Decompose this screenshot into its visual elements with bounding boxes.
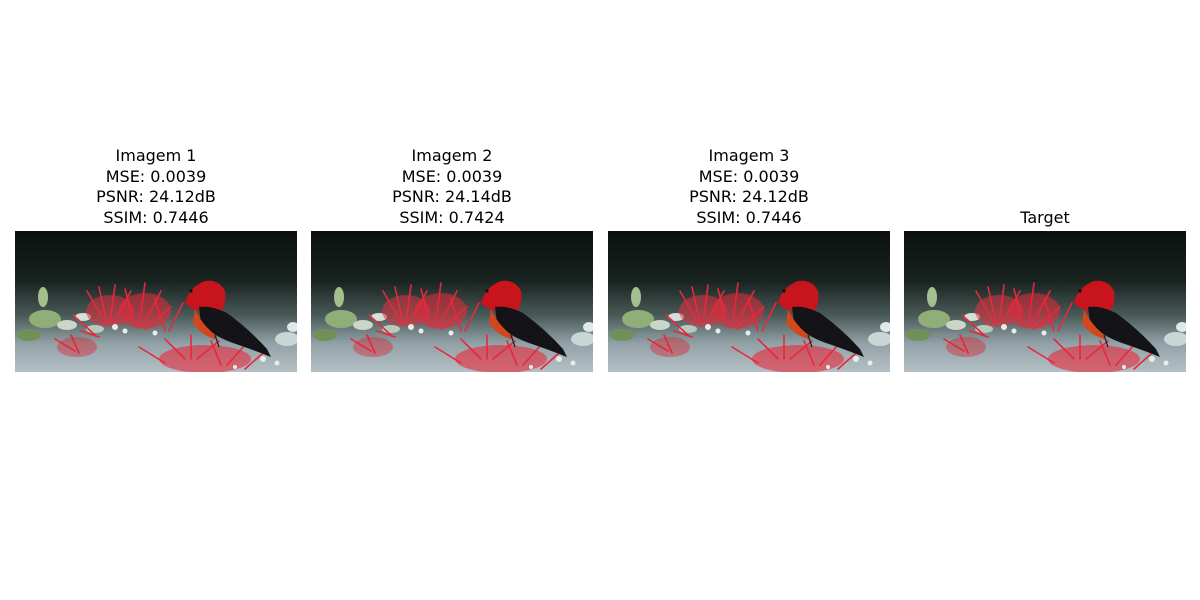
bird-image (15, 231, 297, 372)
panel-title: Imagem 2 (411, 146, 493, 165)
ssim-label: SSIM: 0.7446 (103, 207, 209, 227)
psnr-label: PSNR: 24.14dB (392, 187, 512, 206)
mse-label: MSE: 0.0039 (401, 166, 503, 186)
bird-image-target (904, 231, 1186, 372)
panel-caption: Imagem 3 MSE: 0.0039 PSNR: 24.12dB SSIM:… (608, 146, 890, 228)
panel-title: Target (1020, 207, 1070, 227)
panel-caption: Imagem 2 MSE: 0.0039 PSNR: 24.14dB SSIM:… (311, 146, 593, 228)
panel-caption: Target (904, 208, 1186, 229)
psnr-label: PSNR: 24.12dB (689, 187, 809, 206)
bird-image (608, 231, 890, 372)
panel-caption: Imagem 1 MSE: 0.0039 PSNR: 24.12dB SSIM:… (15, 146, 297, 228)
psnr-label: PSNR: 24.12dB (96, 187, 216, 206)
mse-label: MSE: 0.0039 (698, 166, 800, 186)
ssim-label: SSIM: 0.7446 (696, 207, 802, 227)
panel-imagem-3: Imagem 3 MSE: 0.0039 PSNR: 24.12dB SSIM:… (608, 140, 890, 372)
bird-image (311, 231, 593, 372)
panel-title: Imagem 1 (115, 146, 197, 165)
ssim-label: SSIM: 0.7424 (399, 207, 505, 227)
panel-title: Imagem 3 (708, 146, 790, 165)
panel-imagem-2: Imagem 2 MSE: 0.0039 PSNR: 24.14dB SSIM:… (311, 140, 593, 372)
mse-label: MSE: 0.0039 (105, 166, 207, 186)
panel-imagem-1: Imagem 1 MSE: 0.0039 PSNR: 24.12dB SSIM:… (15, 140, 297, 372)
panel-target: Target (904, 140, 1186, 372)
